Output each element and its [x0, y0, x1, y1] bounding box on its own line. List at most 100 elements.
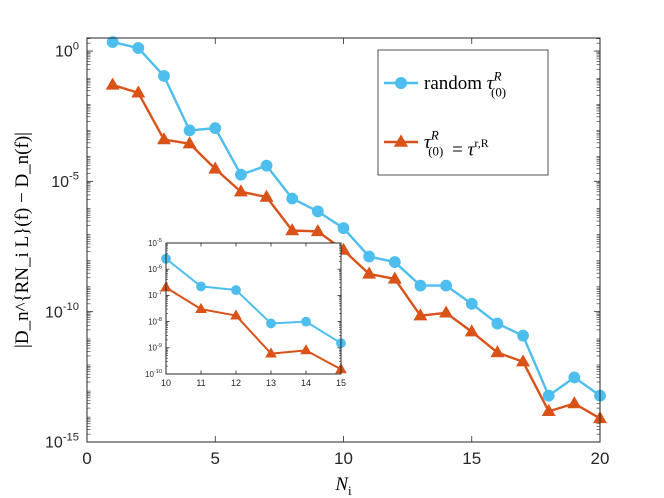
- main-series-1-circle-marker: [286, 192, 299, 205]
- legend-entry-2-tau-superscript: R: [430, 127, 439, 142]
- inset-y-tick-label: 10-5: [148, 238, 162, 248]
- main-series-2-triangle-marker: [233, 184, 248, 197]
- inset-y-tick-label-base: 10: [148, 317, 157, 326]
- inset-y-tick-label-base: 10: [145, 370, 154, 379]
- x-axis-label-main: N: [334, 474, 349, 495]
- inset-y-tick-label-exponent: -7: [157, 291, 162, 297]
- legend-entry-2-equals: =: [447, 140, 467, 161]
- main-series-2-triangle-marker: [387, 271, 402, 284]
- main-series-2-triangle-marker: [259, 189, 274, 202]
- inset-y-tick-label-exponent: -6: [157, 264, 162, 270]
- main-series-2-triangle-marker: [439, 305, 454, 318]
- inset-x-tick-label: 14: [301, 378, 311, 388]
- main-series-2-triangle-marker: [182, 136, 197, 149]
- legend-entry-2-text: τR (0) = τr,R: [424, 127, 489, 160]
- inset-series-line-1: [165, 257, 342, 345]
- legend-entry-1-text: random τR (0): [424, 68, 506, 99]
- inset-series-1-circle-marker: [266, 318, 276, 329]
- main-series-2-triangle-marker: [362, 266, 377, 279]
- main-series-1-circle-marker: [311, 205, 324, 218]
- main-y-tick-label: 10-10: [45, 301, 79, 321]
- legend: random τR (0)τR (0) = τr,R: [377, 49, 549, 176]
- main-series-2-triangle-marker: [285, 223, 300, 236]
- main-y-tick-label: 10-15: [45, 431, 79, 451]
- main-x-tick-label: 10: [334, 449, 353, 468]
- main-y-tick-label-exponent: -10: [63, 301, 79, 313]
- y-axis-label: |D_n^{RN_i L}(f) − D_n(f)|: [12, 132, 33, 348]
- main-series-2-triangle-marker: [310, 224, 325, 237]
- inset-series-2-triangle-marker: [195, 302, 207, 314]
- main-series-1-circle-marker: [517, 329, 529, 342]
- main-x-tick-label: 15: [462, 449, 481, 468]
- inset-x-tick-label: 11: [196, 378, 205, 388]
- main-series-1-circle-marker: [234, 168, 247, 181]
- main-y-tick-label: 100: [55, 40, 79, 60]
- main-series-1-circle-marker: [388, 256, 401, 268]
- inset-axes-box: [165, 242, 342, 375]
- main-series-1-circle-marker: [465, 297, 478, 310]
- legend-entry-1-tau-subscript: (0): [491, 85, 506, 100]
- legend-circle-marker: [395, 77, 407, 89]
- main-series-1-circle-marker: [183, 124, 196, 137]
- main-series-2-triangle-marker: [516, 354, 531, 367]
- inset-series-1-circle-marker: [231, 285, 241, 295]
- inset-y-tick-label-base: 10: [148, 344, 157, 353]
- inset-series-2-triangle-marker: [265, 347, 277, 358]
- main-y-tick-label-exponent: -15: [63, 431, 79, 443]
- inset-y-tick-label: 10-8: [148, 317, 162, 327]
- inset-series-2-triangle-marker: [230, 309, 242, 320]
- main-x-tick-label: 0: [82, 449, 91, 468]
- main-y-tick-label-exponent: -5: [69, 171, 79, 183]
- legend-entry-2-rhs-superscript: r,R: [474, 137, 488, 150]
- main-series-1-circle-marker: [363, 250, 376, 263]
- inset-series-line-2: [165, 286, 342, 371]
- legend-triangle-marker: [393, 134, 409, 147]
- inset-y-tick-label: 10-9: [148, 343, 162, 353]
- legend-entry-1-tau-superscript: R: [493, 68, 502, 83]
- legend-entry-1-word: random: [424, 73, 487, 94]
- inset-y-tick-label-exponent: -9: [157, 343, 162, 349]
- main-series-2-triangle-marker: [208, 161, 223, 174]
- main-series-1-circle-marker: [106, 36, 119, 48]
- main-x-tick-label: 20: [591, 449, 610, 468]
- main-series-2-triangle-marker: [105, 77, 120, 90]
- inset-y-tick-label-base: 10: [148, 239, 157, 248]
- main-series-2-triangle-marker: [156, 132, 171, 145]
- inset-y-tick-label: 10-10: [145, 369, 162, 379]
- inset-series-2-triangle-marker: [300, 344, 312, 355]
- inset-series-1-circle-marker: [196, 281, 206, 292]
- axis-labels: Ni |D_n^{RN_i L}(f) − D_n(f)|: [12, 132, 352, 498]
- main-series-2-triangle-marker: [567, 396, 582, 409]
- main-y-tick-label: 10-5: [51, 171, 79, 191]
- main-series-1-circle-marker: [337, 222, 350, 235]
- inset-y-tick-label-exponent: -10: [154, 369, 162, 375]
- main-axes-box: [86, 37, 601, 443]
- main-series-1-circle-marker: [491, 317, 504, 330]
- main-series-1-circle-marker: [209, 122, 222, 135]
- main-y-tick-label-base: 10: [51, 174, 69, 191]
- inset-y-tick-label: 10-6: [148, 264, 162, 274]
- main-series-2-triangle-marker: [131, 85, 146, 98]
- main-series-1-circle-marker: [542, 389, 555, 402]
- inset-axes-background: [166, 243, 341, 374]
- main-series-1-circle-marker: [414, 279, 427, 292]
- main-series-1-circle-marker: [158, 70, 170, 82]
- inset-series-1-circle-marker: [301, 316, 311, 327]
- main-series-2-triangle-marker: [490, 345, 505, 358]
- main-series-2-triangle-marker: [464, 324, 479, 337]
- inset-x-tick-label: 12: [231, 378, 241, 388]
- inset-y-tick-label-base: 10: [148, 291, 157, 300]
- inset-y-tick-label: 10-7: [148, 291, 162, 301]
- main-series-1-circle-marker: [132, 42, 145, 54]
- main-y-tick-label-base: 10: [45, 304, 63, 321]
- inset-y-tick-label-exponent: -8: [157, 317, 162, 323]
- inset-x-tick-label: 10: [161, 378, 171, 388]
- inset-x-tick-label: 13: [266, 378, 276, 388]
- legend-entry-1-tau-symbol: τ: [487, 73, 495, 94]
- legend-entry-2-rhs: τ: [468, 140, 476, 161]
- main-y-tick-label-base: 10: [55, 44, 73, 61]
- x-axis-label: Ni: [334, 474, 352, 498]
- legend-box: [377, 49, 549, 176]
